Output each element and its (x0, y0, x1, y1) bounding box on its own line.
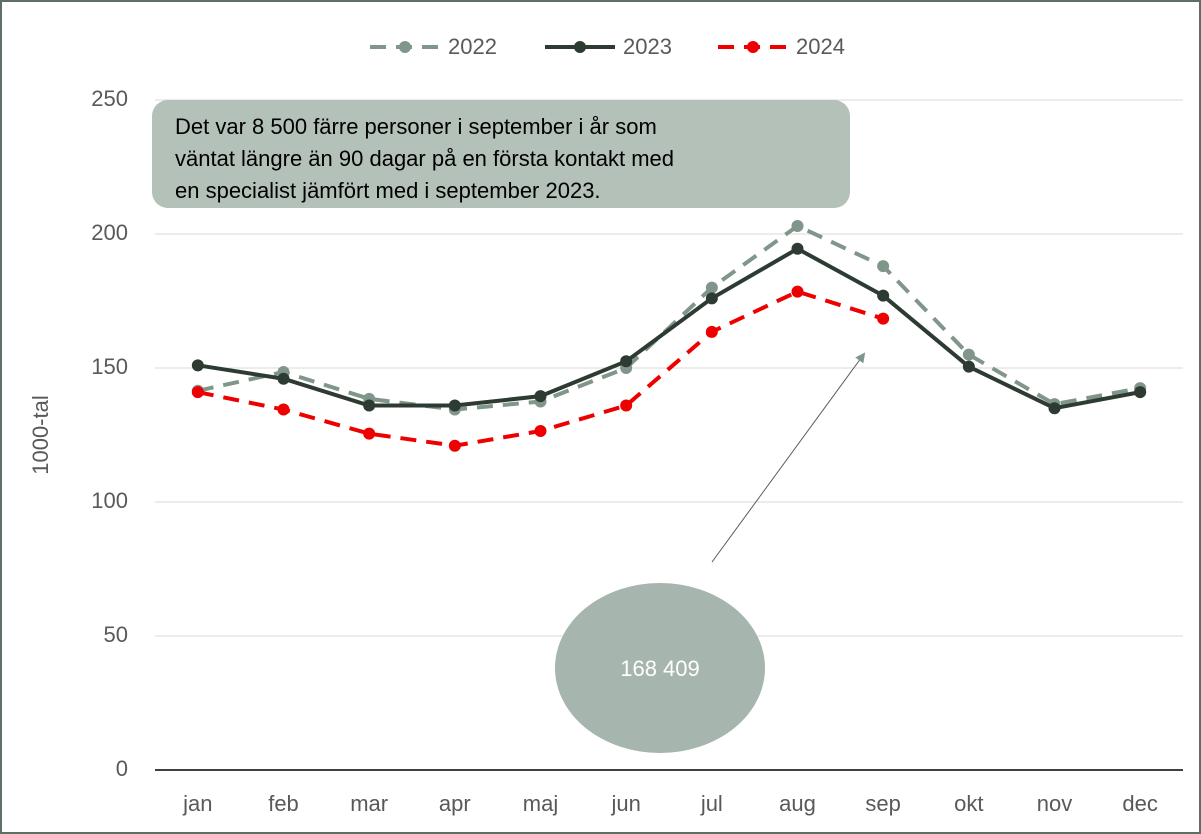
point (448, 439, 461, 452)
point (705, 325, 718, 338)
y-tick-label: 250 (91, 86, 128, 111)
y-tick-label: 50 (104, 622, 128, 647)
point (791, 242, 804, 255)
legend-label: 2024 (796, 34, 845, 59)
point (620, 399, 633, 412)
x-tick-label: jun (610, 791, 640, 816)
x-tick-label: okt (954, 791, 983, 816)
y-tick-label: 200 (91, 220, 128, 245)
y-tick-label: 150 (91, 354, 128, 379)
point (791, 219, 804, 232)
point (363, 427, 376, 440)
annotation-text: Det var 8 500 färre personer i september… (175, 114, 657, 139)
point (363, 399, 376, 412)
point (191, 359, 204, 372)
x-tick-label: mar (350, 791, 388, 816)
point (277, 403, 290, 416)
point (191, 386, 204, 399)
point (705, 292, 718, 305)
point (877, 312, 890, 325)
point (534, 390, 547, 403)
point (448, 399, 461, 412)
point (962, 360, 975, 373)
x-tick-label: maj (523, 791, 558, 816)
x-tick-label: sep (865, 791, 900, 816)
x-tick-label: dec (1122, 791, 1157, 816)
annotation-text: väntat längre än 90 dagar på en första k… (175, 146, 674, 171)
series-line (197, 246, 1141, 411)
point (877, 260, 890, 273)
x-tick-label: apr (439, 791, 471, 816)
legend-marker (574, 41, 586, 53)
x-tick-label: jul (700, 791, 723, 816)
x-tick-label: jan (182, 791, 212, 816)
y-axis-label: 1000-tal (28, 395, 53, 475)
point (877, 289, 890, 302)
point (962, 348, 975, 361)
point (534, 424, 547, 437)
point (277, 372, 290, 385)
y-tick-label: 0 (116, 756, 128, 781)
point (1134, 386, 1147, 399)
callout-bubble (555, 583, 765, 753)
point (705, 281, 718, 294)
callout-arrow (711, 352, 866, 563)
annotation-text: en specialist jämfört med i september 20… (175, 178, 601, 203)
x-tick-label: nov (1037, 791, 1072, 816)
legend-label: 2022 (448, 34, 497, 59)
callout-text: 168 409 (620, 656, 700, 681)
point (1048, 402, 1061, 415)
legend-label: 2023 (623, 34, 672, 59)
x-tick-label: aug (779, 791, 816, 816)
annotation-box (152, 100, 850, 208)
x-tick-label: feb (268, 791, 299, 816)
point (791, 285, 804, 298)
legend-marker (399, 41, 411, 53)
y-tick-label: 100 (91, 488, 128, 513)
point (620, 355, 633, 368)
legend-marker (747, 41, 759, 53)
